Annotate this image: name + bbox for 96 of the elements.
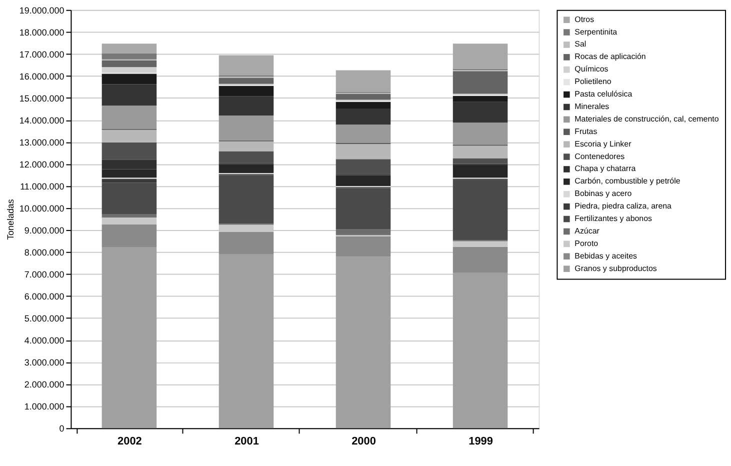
legend-label: Bebidas y aceites	[574, 251, 637, 260]
y-tick-label: 12.000.000	[19, 159, 64, 170]
legend-label: Materiales de construcción, cal, cemento	[574, 114, 720, 124]
bar	[218, 232, 274, 254]
y-tick-label: 1.000.000	[24, 402, 64, 412]
legend-label: Rocas de aplicación	[574, 52, 646, 62]
bar	[452, 44, 508, 69]
legend-label: Contenedores	[574, 152, 625, 161]
bar	[336, 229, 391, 236]
bar	[452, 102, 508, 123]
bar	[102, 130, 157, 142]
bar	[218, 96, 274, 116]
bar	[452, 164, 508, 178]
legend-label: Minerales	[574, 102, 610, 111]
legend-label: Fertilizantes y abonos	[574, 214, 652, 224]
bar	[102, 74, 157, 84]
bar	[452, 71, 508, 94]
bar	[336, 188, 391, 230]
bar	[102, 142, 157, 160]
bar	[452, 241, 508, 247]
y-tick-label: 14.000.000	[19, 115, 64, 126]
y-tick-label: 3.000.000	[24, 358, 64, 368]
y-tick-label: 0	[59, 424, 64, 434]
legend-label: Otros	[574, 14, 594, 24]
bar	[218, 141, 274, 152]
bar	[452, 272, 508, 428]
legend-label: Azúcar	[574, 226, 600, 236]
legend-label: Sal	[574, 40, 586, 49]
y-tick-label: 16.000.000	[19, 71, 64, 82]
bar	[452, 146, 508, 158]
legend-label: Frutas	[574, 126, 598, 136]
bar	[218, 78, 274, 84]
bar	[218, 175, 274, 224]
y-tick-label: 4.000.000	[24, 336, 64, 346]
bar	[102, 106, 157, 129]
legend-label: Escoria y Linker	[574, 139, 632, 148]
bar	[336, 70, 391, 92]
bar	[218, 164, 274, 174]
bar	[102, 53, 157, 60]
bar	[452, 96, 508, 102]
bar	[452, 122, 508, 145]
bar	[102, 182, 157, 214]
bar	[336, 159, 391, 174]
y-tick-label: 9.000.000	[24, 226, 64, 236]
bar	[218, 116, 274, 140]
x-tick-label: 2001	[234, 436, 259, 448]
bar	[102, 60, 157, 68]
x-tick-label: 2000	[352, 436, 376, 448]
bar	[102, 84, 157, 106]
bar	[452, 158, 508, 164]
bar	[452, 180, 508, 240]
y-tick-label: 7.000.000	[24, 270, 64, 280]
legend-label: Chapa y chatarra	[574, 164, 636, 174]
legend-label: Carbón, combustible y petróle	[574, 176, 681, 186]
legend-label: Piedra, piedra caliza, arena	[574, 202, 672, 211]
bar	[336, 144, 391, 160]
bar	[102, 224, 157, 247]
bar	[102, 178, 157, 183]
bar	[336, 236, 391, 257]
legend-label: Bobinas y acero	[574, 189, 632, 198]
y-tick-label: 11.000.000	[20, 181, 64, 192]
y-tick-label: 10.000.000	[19, 204, 64, 214]
bar	[102, 246, 157, 428]
legend-label: Pasta celulósica	[574, 90, 633, 99]
bar	[336, 256, 391, 428]
bar	[218, 254, 274, 428]
bar	[218, 55, 274, 76]
bar	[452, 246, 508, 273]
bar	[336, 124, 391, 143]
bar	[102, 44, 157, 54]
bar	[336, 94, 391, 100]
x-tick-label: 1999	[468, 436, 493, 448]
y-tick-label: 17.000.000	[19, 49, 64, 60]
y-tick-label: 18.000.000	[19, 27, 64, 38]
legend-label: Poroto	[574, 238, 599, 248]
bar	[336, 102, 391, 109]
y-tick-label: 5.000.000	[24, 314, 64, 324]
legend-label: Serpentinita	[574, 27, 618, 36]
y-tick-label: 13.000.000	[19, 137, 64, 148]
y-tick-label: 2.000.000	[24, 380, 64, 390]
y-tick-label: 6.000.000	[24, 292, 64, 302]
y-axis-title: Toneladas	[5, 198, 16, 240]
x-tick-label: 2002	[118, 436, 142, 448]
bar	[218, 151, 274, 164]
bar	[102, 217, 157, 225]
bar	[102, 214, 157, 218]
legend-label: Químicos	[574, 64, 608, 74]
legend-label: Granos y subproductos	[574, 264, 657, 273]
bar	[218, 86, 274, 96]
legend-label: Polietileno	[574, 77, 612, 86]
bar	[102, 67, 157, 73]
bar	[336, 175, 391, 186]
bar	[336, 108, 391, 125]
y-tick-label: 19.000.000	[19, 5, 64, 16]
y-tick-label: 8.000.000	[24, 248, 64, 258]
y-tick-label: 15.000.000	[19, 93, 64, 104]
